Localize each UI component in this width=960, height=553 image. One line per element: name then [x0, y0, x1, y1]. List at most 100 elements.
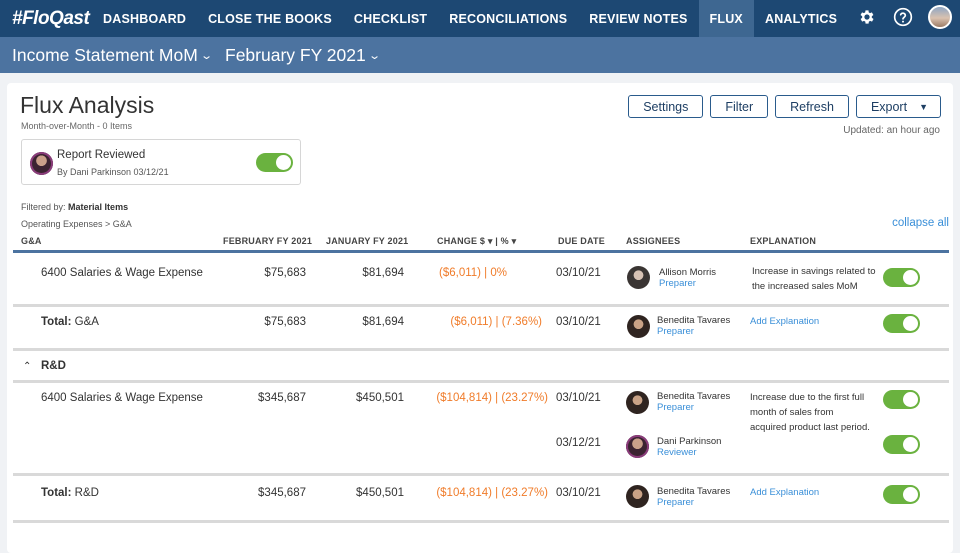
account-name: 6400 Salaries & Wage Expense: [41, 392, 203, 404]
row-divider: [13, 304, 949, 307]
assignee-name: Dani Parkinson: [657, 436, 722, 447]
report-reviewed-panel: Report Reviewed By Dani Parkinson 03/12/…: [21, 139, 301, 185]
review-by: By Dani Parkinson 03/12/21: [57, 167, 169, 177]
january-value: $81,694: [362, 267, 404, 279]
assignee-role: Preparer: [657, 497, 694, 508]
report-selector[interactable]: Income Statement MoM ⌄: [12, 44, 213, 66]
filter-button[interactable]: Filter: [710, 95, 769, 118]
period-selector-label: February FY 2021: [225, 44, 366, 65]
nav-close-the-books[interactable]: CLOSE THE BOOKS: [208, 11, 332, 26]
row-divider: [13, 348, 949, 351]
change-value: ($104,814) | (23.27%): [436, 392, 548, 404]
nav-utilities: [856, 5, 952, 29]
nav-review-notes[interactable]: REVIEW NOTES: [589, 11, 688, 26]
profile-avatar[interactable]: [928, 5, 952, 29]
updated-timestamp: Updated: an hour ago: [843, 125, 940, 136]
assignee-role: Preparer: [659, 278, 696, 289]
signoff-toggle[interactable]: [883, 435, 920, 454]
column-separator: |: [495, 236, 501, 246]
nav-reconciliations[interactable]: RECONCILIATIONS: [449, 11, 568, 26]
signoff-toggle[interactable]: [883, 314, 920, 333]
breadcrumb: Operating Expenses > G&A: [21, 219, 132, 229]
page-subtitle: Month-over-Month - 0 Items: [21, 121, 133, 131]
export-button-label: Export: [870, 99, 908, 114]
column-change[interactable]: CHANGE $ ▾ | % ▾: [437, 236, 516, 247]
due-date: 03/10/21: [556, 316, 601, 328]
add-explanation-link[interactable]: Add Explanation: [750, 316, 820, 327]
change-value: ($6,011) | (7.36%): [450, 316, 542, 328]
nav-flux[interactable]: FLUX: [698, 0, 754, 37]
total-group: R&D: [74, 487, 99, 499]
signoff-toggle[interactable]: [883, 485, 920, 504]
explanation-line: the increased sales MoM: [752, 281, 858, 292]
filter-value: Material Items: [68, 202, 129, 212]
assignee-role: Preparer: [657, 326, 694, 337]
column-january: JANUARY FY 2021: [326, 236, 409, 246]
sort-down-icon: ▾: [487, 236, 493, 246]
february-value: $75,683: [264, 267, 306, 279]
change-value: ($6,011) | 0%: [439, 267, 507, 279]
filter-summary: Filtered by: Material Items: [21, 202, 128, 212]
floqast-logo[interactable]: #FloQast: [12, 7, 90, 29]
avatar: [626, 391, 649, 414]
avatar: [627, 315, 650, 338]
period-selector[interactable]: February FY 2021 ⌄: [225, 44, 381, 66]
sort-down-icon: ▾: [511, 236, 517, 246]
assignee-role: Preparer: [657, 402, 694, 413]
collapse-all-link[interactable]: collapse all: [892, 217, 949, 229]
assignee-name: Benedita Tavares: [657, 486, 731, 497]
change-header-label: CHANGE $: [437, 236, 486, 246]
group-label[interactable]: R&D: [41, 360, 66, 372]
chevron-down-icon: ⌄: [367, 49, 381, 62]
avatar: [626, 485, 649, 508]
explanation-line: acquired product last period.: [750, 422, 870, 433]
nav-analytics[interactable]: ANALYTICS: [764, 11, 838, 26]
refresh-button[interactable]: Refresh: [775, 95, 849, 118]
assignee-name: Benedita Tavares: [657, 391, 731, 402]
signoff-toggle[interactable]: [883, 390, 920, 409]
column-assignees: ASSIGNEES: [626, 236, 681, 246]
top-nav: #FloQast DASHBOARD CLOSE THE BOOKS CHECK…: [0, 0, 960, 37]
total-group: G&A: [74, 316, 99, 328]
settings-button[interactable]: Settings: [628, 95, 704, 118]
explanation-line: Increase due to the first full: [750, 392, 865, 403]
header-divider: [13, 250, 949, 253]
total-prefix: Total:: [41, 316, 72, 328]
column-explanation: EXPLANATION: [750, 236, 817, 246]
total-label: Total: G&A: [41, 316, 99, 328]
column-february: FEBRUARY FY 2021: [223, 236, 313, 246]
avatar: [627, 266, 650, 289]
february-value: $345,687: [258, 487, 306, 499]
add-explanation-link[interactable]: Add Explanation: [750, 487, 820, 498]
total-label: Total: R&D: [41, 487, 99, 499]
row-divider: [13, 380, 949, 383]
assignee-name: Benedita Tavares: [657, 315, 731, 326]
avatar: [30, 152, 53, 175]
report-selector-label: Income Statement MoM: [12, 44, 198, 65]
assignee-role: Reviewer: [657, 447, 697, 458]
review-title: Report Reviewed: [57, 149, 146, 161]
page-title: Flux Analysis: [20, 92, 155, 118]
report-reviewed-toggle[interactable]: [256, 153, 293, 172]
help-icon[interactable]: [892, 6, 914, 28]
nav-checklist[interactable]: CHECKLIST: [353, 11, 428, 26]
february-value: $75,683: [264, 316, 306, 328]
assignee-name: Allison Morris: [659, 267, 717, 278]
explanation-line: month of sales from: [750, 407, 834, 418]
gear-icon[interactable]: [856, 6, 878, 28]
explanation-text: Increase due to the first full month of …: [750, 390, 880, 435]
january-value: $81,694: [362, 316, 404, 328]
percent-header-label: %: [500, 236, 509, 246]
nav-dashboard[interactable]: DASHBOARD: [103, 11, 187, 26]
chevron-up-icon[interactable]: ⌃: [23, 361, 32, 372]
account-name: 6400 Salaries & Wage Expense: [41, 267, 203, 279]
explanation-line: Increase in savings related to: [752, 266, 876, 277]
due-date: 03/10/21: [556, 487, 601, 499]
signoff-toggle[interactable]: [883, 268, 920, 287]
due-date: 03/10/21: [556, 392, 601, 404]
flux-card: Flux Analysis Month-over-Month - 0 Items…: [7, 83, 953, 553]
january-value: $450,501: [356, 487, 404, 499]
february-value: $345,687: [258, 392, 306, 404]
export-button[interactable]: Export ▼: [855, 95, 941, 118]
total-prefix: Total:: [41, 487, 72, 499]
